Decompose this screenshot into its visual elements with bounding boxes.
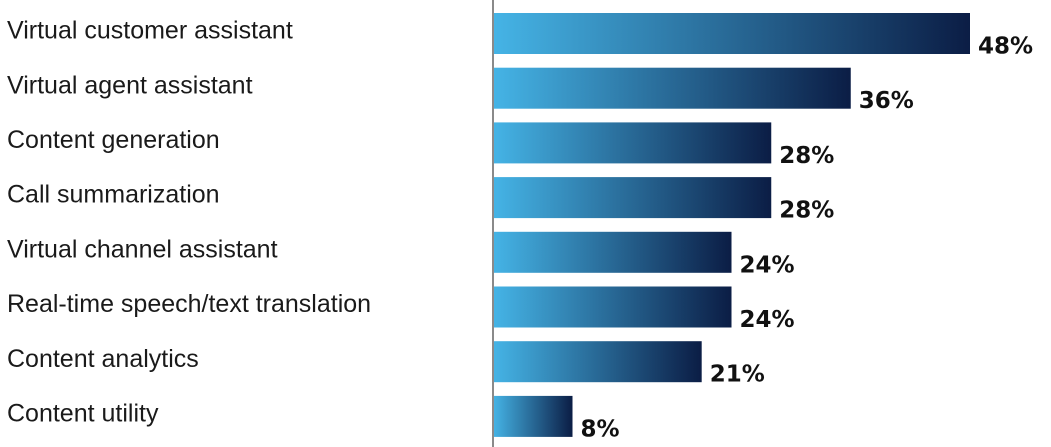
value-label: 8%	[581, 416, 620, 442]
category-label: Virtual channel assistant	[7, 235, 278, 263]
category-label: Call summarization	[7, 181, 220, 209]
bar-2	[493, 122, 772, 164]
bar-5	[493, 286, 732, 328]
value-labels: 48% 36% 28% 28% 24% 24% 21% 8%	[581, 34, 1034, 443]
category-label: Content generation	[7, 126, 220, 154]
bar-6	[493, 341, 702, 383]
bars-layer	[493, 13, 970, 437]
bar-1	[493, 67, 851, 109]
bar-4	[493, 231, 732, 273]
value-label: 28%	[779, 198, 834, 224]
category-labels: Virtual customer assistant Virtual agent …	[7, 17, 371, 428]
value-label: 36%	[859, 88, 914, 114]
bar-0	[493, 13, 970, 54]
bar-7	[493, 395, 573, 437]
category-label: Content utility	[7, 400, 159, 428]
category-label: Virtual customer assistant	[7, 17, 293, 45]
bar-3	[493, 177, 772, 219]
category-label: Content analytics	[7, 345, 199, 373]
value-label: 28%	[779, 143, 834, 169]
category-label: Virtual agent assistant	[7, 71, 253, 99]
category-label: Real-time speech/text translation	[7, 290, 371, 318]
value-label: 24%	[740, 307, 795, 333]
value-label: 24%	[740, 252, 795, 278]
value-label: 21%	[710, 362, 765, 388]
value-label: 48%	[978, 34, 1033, 60]
